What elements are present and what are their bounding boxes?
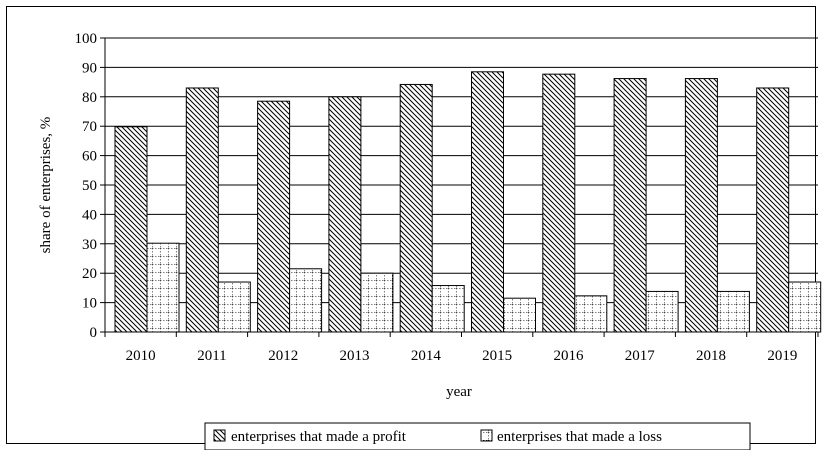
- x-tick-label: 2019: [767, 348, 797, 364]
- axes: [100, 37, 819, 337]
- y-tick-label: 90: [82, 60, 97, 76]
- bar-profit-2015: [471, 71, 504, 333]
- bar-loss-2018: [716, 290, 750, 333]
- x-tick-label: 2014: [411, 348, 442, 364]
- legend-label-loss: enterprises that made a loss: [497, 429, 662, 445]
- bar-loss-2014: [431, 285, 465, 333]
- legend-box: [204, 422, 751, 450]
- x-axis-title: year: [446, 384, 472, 400]
- bar-profit-2011: [185, 87, 219, 333]
- y-tick-label: 10: [82, 296, 97, 312]
- bars: [114, 71, 822, 333]
- bar-loss-2011: [217, 281, 251, 333]
- x-tick-label: 2013: [340, 348, 370, 364]
- legend-swatch-profit: [213, 429, 226, 442]
- bar-profit-2017: [613, 78, 647, 333]
- bar-profit-2012: [257, 100, 291, 333]
- x-tick-label: 2018: [696, 348, 726, 364]
- bar-loss-2012: [289, 268, 323, 333]
- bar-profit-2010: [114, 126, 148, 333]
- bar-loss-2015: [503, 297, 536, 333]
- legend-swatch-loss: [480, 429, 493, 442]
- bar-loss-2010: [146, 242, 180, 333]
- y-axis-title: share of enterprises, %: [38, 117, 54, 254]
- bar-profit-2019: [756, 87, 790, 333]
- y-tick-label: 30: [82, 237, 97, 253]
- legend: enterprises that made a profit enterpris…: [204, 422, 751, 450]
- y-tick-label: 50: [82, 178, 97, 194]
- bar-profit-2013: [328, 96, 362, 333]
- y-tick-label: 100: [75, 31, 98, 47]
- x-tick-label: 2017: [625, 348, 656, 364]
- y-tick-label: 60: [82, 149, 97, 165]
- x-tick-label: 2012: [268, 348, 298, 364]
- x-tick-label: 2011: [197, 348, 226, 364]
- bar-loss-2019: [788, 281, 822, 333]
- tick-labels: 0 10 20 30 40 50 60 70 80 90 100 2010 2011 2012 2013 20…: [75, 31, 798, 364]
- legend-label-profit: enterprises that made a profit: [231, 429, 407, 445]
- y-tick-label: 70: [82, 119, 97, 135]
- x-tick-label: 2010: [126, 348, 156, 364]
- bar-profit-2018: [684, 78, 718, 333]
- bar-loss-2017: [645, 290, 679, 333]
- y-tick-label: 20: [82, 266, 97, 282]
- bar-loss-2013: [360, 272, 394, 333]
- bar-profit-2016: [542, 73, 576, 333]
- bar-profit-2014: [399, 83, 433, 333]
- y-tick-label: 0: [90, 325, 98, 341]
- x-tick-label: 2016: [553, 348, 584, 364]
- y-tick-label: 40: [82, 207, 97, 223]
- bar-loss-2016: [574, 295, 608, 333]
- y-tick-label: 80: [82, 90, 97, 106]
- x-tick-label: 2015: [482, 348, 512, 364]
